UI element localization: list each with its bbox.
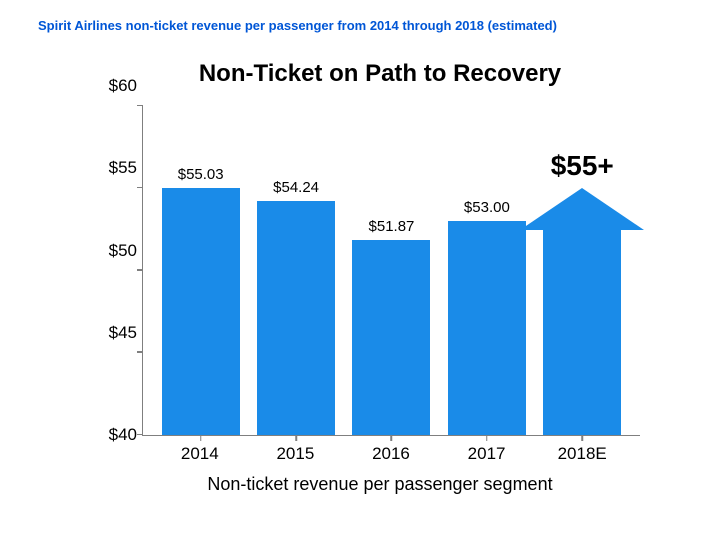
arrow-value-label: $55+ <box>551 150 614 182</box>
bar-2014: $55.03 <box>162 188 240 435</box>
x-category-label: 2017 <box>448 444 526 464</box>
bar-slot: $55.03 <box>162 106 240 435</box>
bar-slot: $53.00 <box>448 106 526 435</box>
chart-container: Non-Ticket on Path to Recovery $40 $45 $… <box>90 60 670 520</box>
xtick-mark <box>391 435 393 441</box>
xtick-mark <box>582 435 584 441</box>
bar-2015: $54.24 <box>257 201 335 435</box>
bar-2017: $53.00 <box>448 221 526 435</box>
arrow-shaft <box>543 230 621 436</box>
x-category-label: 2016 <box>352 444 430 464</box>
bar-value-label: $55.03 <box>178 166 224 183</box>
bar-2016: $51.87 <box>352 240 430 435</box>
arrow-head-icon <box>520 188 644 230</box>
header-title: Spirit Airlines non-ticket revenue per p… <box>0 0 718 33</box>
bar-2018e-arrow: $55+ <box>543 106 621 435</box>
bars-group: $55.03 $54.24 $51.87 $53.00 <box>143 106 640 435</box>
ytick-label: $45 <box>93 323 137 343</box>
x-axis-title: Non-ticket revenue per passenger segment <box>90 474 670 495</box>
plot-area: $40 $45 $50 $55 $60 $55.03 $54.24 <box>142 106 640 436</box>
ytick-label: $55 <box>93 158 137 178</box>
bar-slot: $51.87 <box>352 106 430 435</box>
x-category-label: 2015 <box>256 444 334 464</box>
xtick-mark <box>295 435 297 441</box>
chart-title: Non-Ticket on Path to Recovery <box>90 60 670 88</box>
ytick-label: $60 <box>93 76 137 96</box>
xtick-mark <box>486 435 488 441</box>
bar-value-label: $54.24 <box>273 179 319 196</box>
x-category-label: 2018E <box>543 444 621 464</box>
bar-value-label: $53.00 <box>464 199 510 216</box>
bar-slot: $55+ <box>543 106 621 435</box>
bar-slot: $54.24 <box>257 106 335 435</box>
xtick-mark <box>200 435 202 441</box>
x-category-label: 2014 <box>161 444 239 464</box>
ytick-label: $50 <box>93 241 137 261</box>
ytick-label: $40 <box>93 425 137 445</box>
bar-value-label: $51.87 <box>369 218 415 235</box>
